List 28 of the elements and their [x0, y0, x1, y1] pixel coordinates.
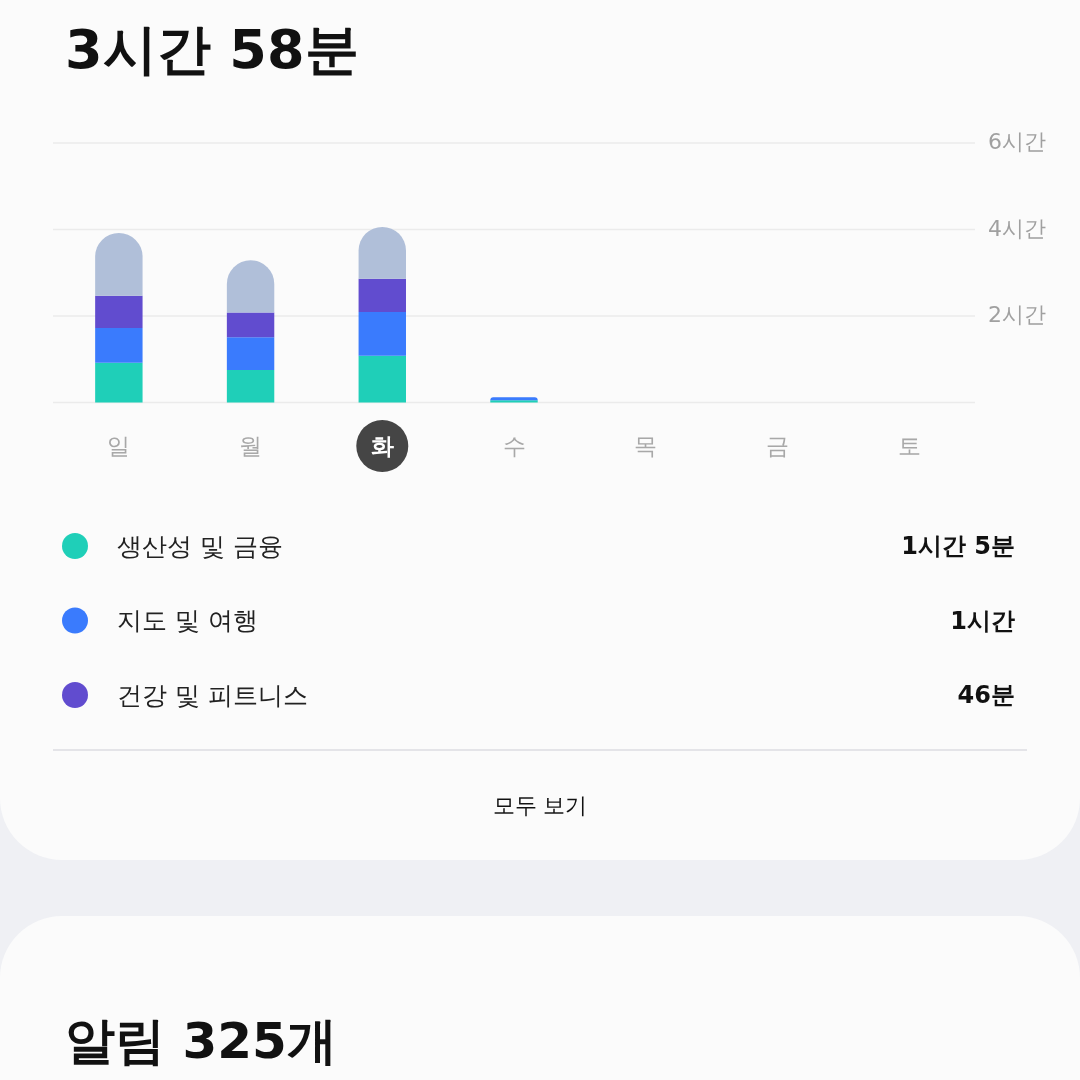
bar — [358, 278, 406, 313]
bar — [95, 362, 143, 403]
bar — [226, 312, 275, 338]
y-tick-label: 2시간 — [988, 302, 1046, 327]
x-tick-label: 일 — [107, 433, 131, 459]
bar — [95, 295, 143, 329]
legend-label: 건강 및 피트니스 — [117, 680, 308, 710]
bar — [226, 370, 275, 403]
x-tick-label: 화 — [370, 433, 394, 459]
bar — [358, 312, 406, 356]
x-tick-label: 금 — [765, 433, 789, 459]
text: 1시간 5분 — [901, 532, 1015, 560]
x-tick-label: 목 — [634, 433, 658, 459]
x-tick-label: 월 — [239, 433, 263, 459]
text: 1시간 — [950, 606, 1015, 635]
text: 알림 325개 — [65, 1012, 337, 1070]
legend-label: 생산성 및 금융 — [117, 531, 283, 561]
y-tick-label: 4시간 — [988, 215, 1046, 241]
bar — [95, 328, 143, 363]
legend-label: 지도 및 여행 — [117, 606, 258, 635]
text: 46분 — [957, 681, 1015, 709]
y-tick-label: 6시간 — [988, 129, 1046, 154]
x-tick-label: 토 — [897, 433, 921, 459]
text: 모두 보기 — [492, 792, 588, 818]
bar — [358, 355, 406, 403]
bar — [226, 337, 275, 371]
x-tick-label: 수 — [502, 433, 526, 459]
chart-title: 3시간 58분 — [65, 18, 359, 81]
